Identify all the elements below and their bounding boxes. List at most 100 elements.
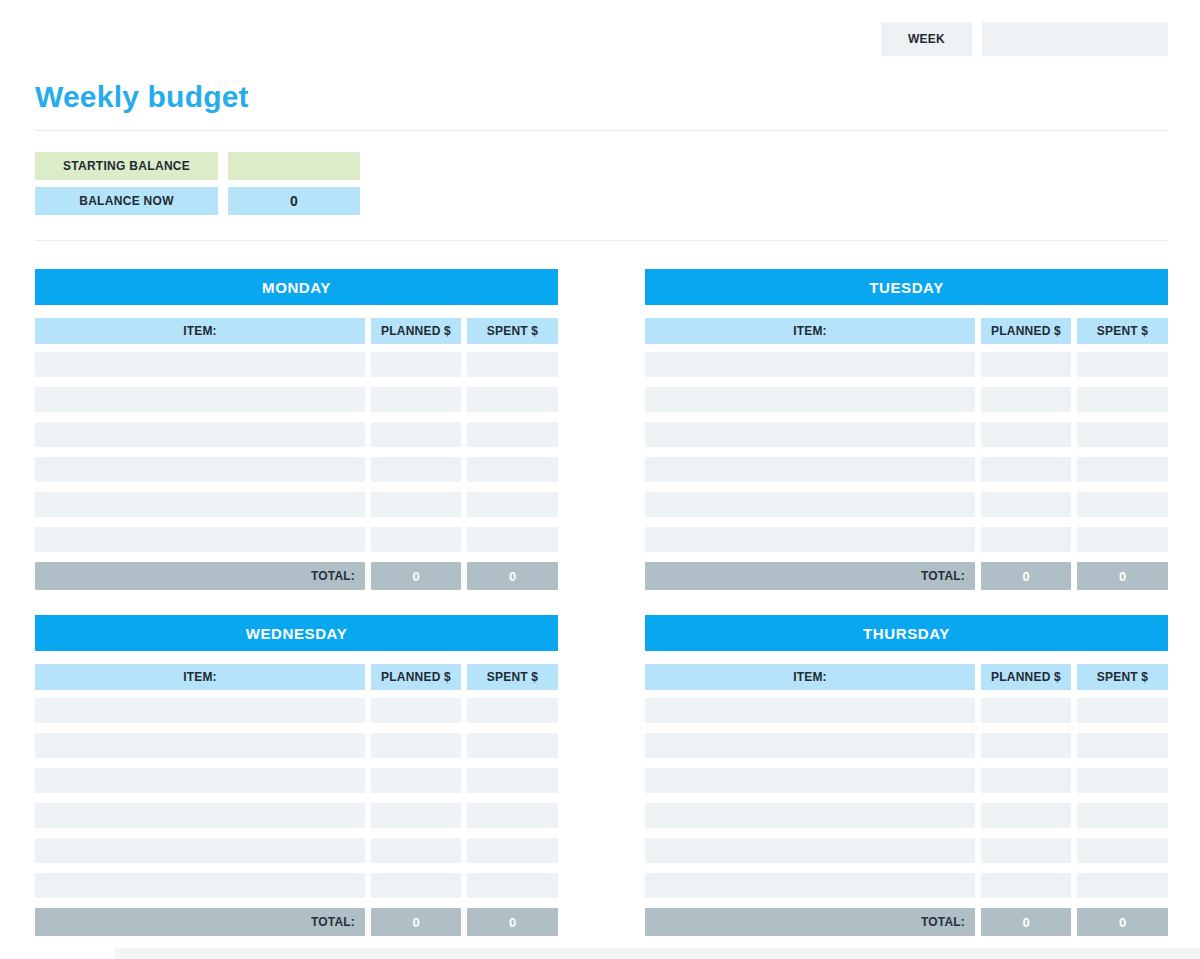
planned-input-cell[interactable]	[371, 527, 461, 552]
divider	[35, 130, 1168, 131]
weekly-budget-page: WEEK Weekly budget STARTING BALANCE BALA…	[35, 22, 1168, 936]
spent-input-cell[interactable]	[1077, 422, 1168, 447]
planned-input-cell[interactable]	[371, 457, 461, 482]
item-input-cell[interactable]	[645, 352, 975, 377]
item-input-cell[interactable]	[645, 457, 975, 482]
spent-input-cell[interactable]	[1077, 838, 1168, 863]
starting-balance-input-cell[interactable]	[228, 152, 360, 180]
week-label: WEEK	[881, 22, 972, 56]
day-header-wednesday: WEDNESDAY	[35, 615, 558, 651]
spent-input-cell[interactable]	[1077, 457, 1168, 482]
day-header-monday: MONDAY	[35, 269, 558, 305]
item-input-cell[interactable]	[35, 352, 365, 377]
spent-input-cell[interactable]	[467, 422, 558, 447]
spent-input-cell[interactable]	[467, 803, 558, 828]
planned-input-cell[interactable]	[371, 768, 461, 793]
spent-input-cell[interactable]	[467, 873, 558, 898]
week-input-cell[interactable]	[982, 22, 1168, 56]
column-header-spent: SPENT $	[1077, 318, 1168, 344]
item-input-cell[interactable]	[645, 873, 975, 898]
spent-input-cell[interactable]	[467, 457, 558, 482]
spent-input-cell[interactable]	[1077, 768, 1168, 793]
column-header-item: ITEM:	[35, 664, 365, 690]
item-input-cell[interactable]	[35, 873, 365, 898]
item-input-cell[interactable]	[35, 422, 365, 447]
total-label: TOTAL:	[645, 562, 975, 590]
item-input-cell[interactable]	[35, 803, 365, 828]
item-input-cell[interactable]	[645, 838, 975, 863]
planned-input-cell[interactable]	[371, 492, 461, 517]
entry-row	[35, 698, 558, 723]
entry-row	[645, 838, 1168, 863]
planned-input-cell[interactable]	[981, 873, 1071, 898]
planned-input-cell[interactable]	[981, 457, 1071, 482]
spent-input-cell[interactable]	[467, 733, 558, 758]
item-input-cell[interactable]	[645, 698, 975, 723]
column-header-row: ITEM: PLANNED $ SPENT $	[35, 318, 558, 344]
planned-input-cell[interactable]	[371, 838, 461, 863]
item-input-cell[interactable]	[645, 733, 975, 758]
entry-row	[35, 527, 558, 552]
balance-now-value-cell[interactable]: 0	[228, 187, 360, 215]
planned-input-cell[interactable]	[981, 733, 1071, 758]
item-input-cell[interactable]	[35, 387, 365, 412]
column-header-item: ITEM:	[35, 318, 365, 344]
spent-input-cell[interactable]	[1077, 803, 1168, 828]
item-input-cell[interactable]	[645, 492, 975, 517]
spent-input-cell[interactable]	[467, 352, 558, 377]
entry-row	[645, 733, 1168, 758]
total-planned-cell: 0	[371, 908, 461, 936]
spent-input-cell[interactable]	[467, 838, 558, 863]
item-input-cell[interactable]	[645, 768, 975, 793]
spent-input-cell[interactable]	[1077, 873, 1168, 898]
planned-input-cell[interactable]	[981, 422, 1071, 447]
spent-input-cell[interactable]	[1077, 698, 1168, 723]
item-input-cell[interactable]	[645, 387, 975, 412]
planned-input-cell[interactable]	[371, 352, 461, 377]
item-input-cell[interactable]	[35, 492, 365, 517]
spent-input-cell[interactable]	[1077, 387, 1168, 412]
item-input-cell[interactable]	[35, 733, 365, 758]
starting-balance-label: STARTING BALANCE	[35, 152, 218, 180]
item-input-cell[interactable]	[645, 803, 975, 828]
spent-input-cell[interactable]	[1077, 492, 1168, 517]
spent-input-cell[interactable]	[467, 527, 558, 552]
spent-input-cell[interactable]	[1077, 352, 1168, 377]
planned-input-cell[interactable]	[981, 352, 1071, 377]
entry-row	[645, 803, 1168, 828]
planned-input-cell[interactable]	[981, 527, 1071, 552]
planned-input-cell[interactable]	[371, 873, 461, 898]
planned-input-cell[interactable]	[981, 698, 1071, 723]
item-input-cell[interactable]	[35, 457, 365, 482]
total-spent-cell: 0	[467, 562, 558, 590]
planned-input-cell[interactable]	[981, 768, 1071, 793]
item-input-cell[interactable]	[645, 527, 975, 552]
planned-input-cell[interactable]	[371, 422, 461, 447]
planned-input-cell[interactable]	[981, 838, 1071, 863]
entry-row	[35, 838, 558, 863]
item-input-cell[interactable]	[35, 698, 365, 723]
item-input-cell[interactable]	[35, 838, 365, 863]
spent-input-cell[interactable]	[467, 698, 558, 723]
item-input-cell[interactable]	[645, 422, 975, 447]
planned-input-cell[interactable]	[981, 492, 1071, 517]
spent-input-cell[interactable]	[1077, 527, 1168, 552]
spent-input-cell[interactable]	[467, 492, 558, 517]
page-title: Weekly budget	[35, 81, 1168, 113]
spent-input-cell[interactable]	[1077, 733, 1168, 758]
planned-input-cell[interactable]	[981, 803, 1071, 828]
item-input-cell[interactable]	[35, 768, 365, 793]
planned-input-cell[interactable]	[981, 387, 1071, 412]
spent-input-cell[interactable]	[467, 768, 558, 793]
total-label: TOTAL:	[35, 562, 365, 590]
spent-input-cell[interactable]	[467, 387, 558, 412]
planned-input-cell[interactable]	[371, 803, 461, 828]
planned-input-cell[interactable]	[371, 698, 461, 723]
entry-row	[35, 457, 558, 482]
item-input-cell[interactable]	[35, 527, 365, 552]
total-planned-cell: 0	[371, 562, 461, 590]
planned-input-cell[interactable]	[371, 387, 461, 412]
planned-input-cell[interactable]	[371, 733, 461, 758]
entry-rows	[35, 352, 558, 552]
entry-row	[645, 873, 1168, 898]
